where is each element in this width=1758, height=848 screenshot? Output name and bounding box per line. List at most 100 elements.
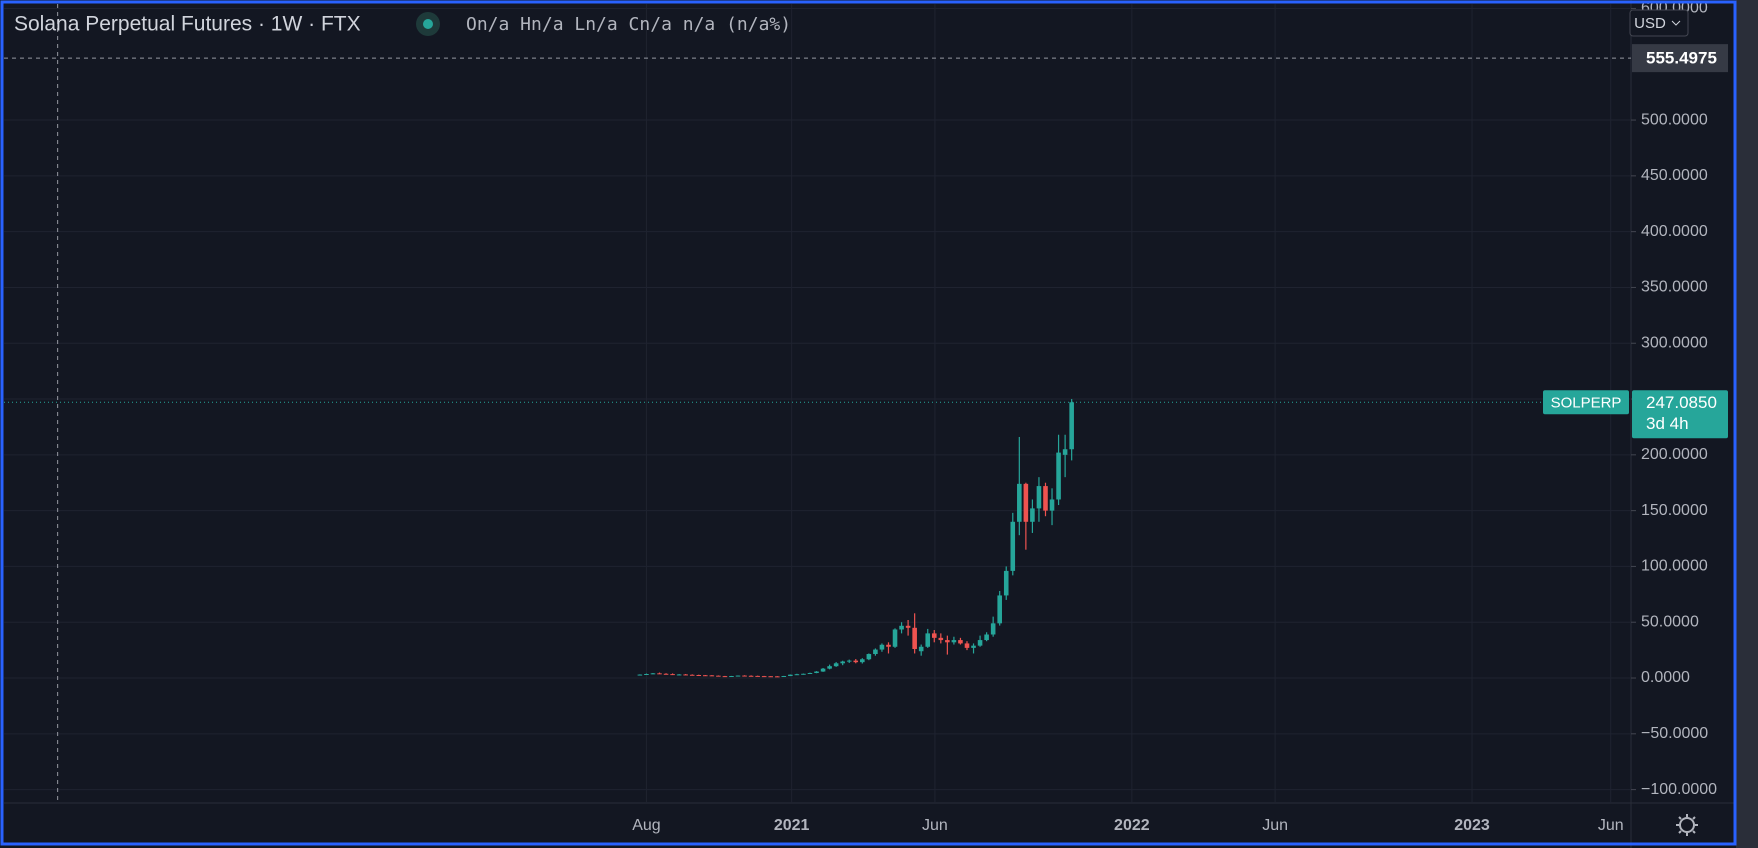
candle-body [1010, 521, 1016, 571]
overlay: SOLPERP 247.0850 3d 4h 555.4975 [4, 4, 1728, 803]
candle-body [716, 675, 721, 677]
candle-body [670, 674, 675, 676]
countdown-label: 3d 4h [1646, 414, 1689, 433]
x-tick-label: 2022 [1114, 817, 1150, 834]
candle-body [925, 633, 931, 647]
candle-body [971, 645, 976, 648]
candle-body [657, 673, 662, 675]
candle-body [761, 676, 767, 678]
candle-body [1062, 449, 1068, 455]
y-tick-label: −100.0000 [1641, 781, 1717, 798]
candle-body [794, 674, 800, 676]
candle-body [984, 634, 989, 641]
candle-body [931, 633, 937, 638]
candle-body [964, 643, 970, 648]
candle-body [820, 668, 826, 672]
grid: −100.0000 −50.0000 0.0000 50.0000 100.0000 15… [4, 0, 1717, 834]
symbol-badge [1543, 390, 1629, 415]
y-tick-label: 400.0000 [1641, 223, 1708, 240]
chart-title: Solana Perpetual Futures · 1W · FTX [14, 13, 361, 36]
candle-body [892, 629, 898, 647]
x-tick-label: 2023 [1454, 817, 1490, 834]
candle-body [774, 676, 780, 678]
x-tick-label: 2021 [774, 817, 810, 834]
y-tick-label: 0.0000 [1641, 669, 1690, 686]
currency-chevron[interactable] [1671, 20, 1681, 26]
candle-body [1030, 508, 1035, 522]
y-tick-label: 300.0000 [1641, 334, 1708, 351]
candle-body [938, 637, 944, 641]
y-tick-label: 50.0000 [1641, 613, 1699, 630]
candle-body [807, 672, 813, 674]
last-price-badge [1632, 390, 1728, 439]
candle-body [833, 663, 839, 667]
candle-body [696, 675, 702, 677]
candle-body [663, 673, 669, 675]
symbol-label: SOLPERP [1551, 394, 1622, 411]
candle-body [644, 673, 649, 675]
candle-body [814, 671, 819, 673]
crosshair-badge [1632, 44, 1728, 73]
candle-body [755, 675, 760, 677]
candle-body [873, 649, 878, 655]
candle-body [729, 676, 734, 678]
candles [637, 399, 1074, 678]
candle-body [951, 640, 957, 643]
candle-body [742, 675, 747, 677]
candle-body [853, 660, 859, 663]
candle-body [886, 644, 891, 647]
candle-body [1003, 570, 1009, 596]
candle-body [676, 674, 682, 676]
candle-body [722, 676, 728, 678]
x-tick-label: Jun [1598, 817, 1624, 834]
x-tick-label: Aug [632, 817, 660, 834]
candle-body [846, 660, 852, 662]
y-tick-label: 500.0000 [1641, 111, 1708, 128]
candle-body [709, 675, 715, 677]
candle-body [1049, 499, 1055, 511]
candle-body [1043, 486, 1048, 511]
candle-body [650, 673, 656, 675]
candle-body [1056, 452, 1061, 500]
candle-body [689, 674, 695, 676]
candle-body [1069, 402, 1074, 450]
crosshair-price-label: 555.4975 [1646, 49, 1717, 68]
y-tick-label: −50.0000 [1641, 725, 1708, 742]
candle-body [899, 625, 904, 630]
side-gap [1736, 0, 1758, 848]
last-price-label: 247.0850 [1646, 393, 1717, 412]
currency-button[interactable] [1629, 9, 1689, 37]
candle-body [840, 661, 845, 664]
candle-body [768, 676, 774, 678]
candle-body [781, 676, 787, 678]
currency-label[interactable]: USD [1634, 15, 1666, 32]
candle-body [827, 666, 832, 669]
candle-body [879, 644, 885, 650]
candle-body [683, 674, 688, 676]
candle-body [788, 674, 793, 677]
candle-body [637, 674, 643, 676]
candle-body [735, 675, 741, 677]
x-tick-label: Jun [922, 817, 948, 834]
candle-body [801, 673, 806, 675]
x-tick-label: Jun [1262, 817, 1288, 834]
y-tick-label: 100.0000 [1641, 558, 1708, 575]
y-tick-label: 350.0000 [1641, 279, 1708, 296]
candle-body [703, 675, 708, 677]
candle-body [945, 640, 950, 643]
candle-body [866, 654, 872, 660]
settings-icon[interactable] [1676, 814, 1698, 836]
candle-body [905, 625, 911, 628]
candle-body [958, 640, 963, 644]
candle-body [1017, 483, 1022, 522]
status-dot [423, 19, 433, 29]
candle-body [860, 659, 865, 663]
candle-body [918, 646, 924, 652]
candle-body [1023, 483, 1029, 522]
y-tick-label: 150.0000 [1641, 502, 1708, 519]
y-tick-label: 200.0000 [1641, 446, 1708, 463]
candle-body [977, 640, 983, 646]
